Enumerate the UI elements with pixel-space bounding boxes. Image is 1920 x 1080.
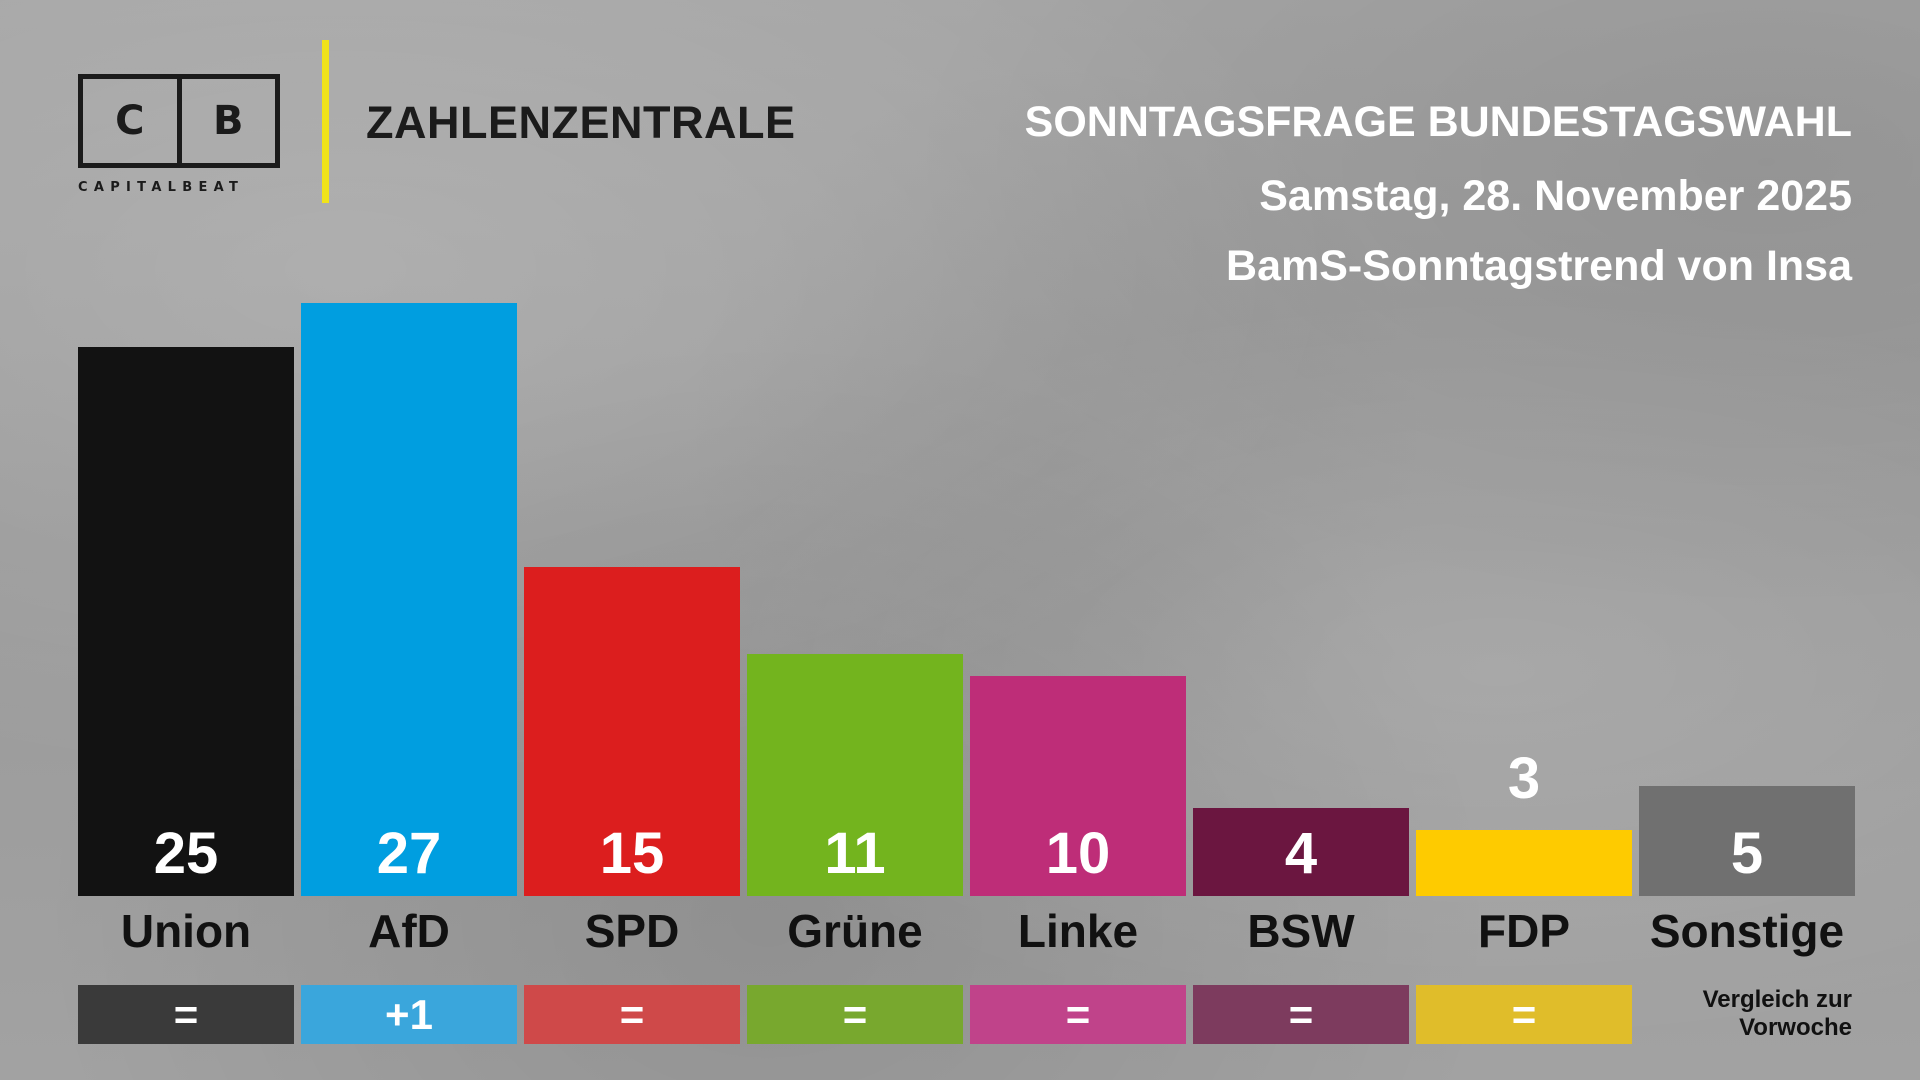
bar-value-label: 27 [376,821,442,886]
capitalbeat-logo: C B CAPITALBEAT [78,74,280,195]
compare-note-line1: Vergleich zur [1702,986,1852,1013]
chart-date: Samstag, 28. November 2025 [1259,172,1852,220]
chart-title: SONNTAGSFRAGE BUNDESTAGSWAHL [1024,98,1852,146]
change-indicator: = [524,985,740,1044]
compare-note: Vergleich zur Vorwoche [1703,986,1852,1042]
bar [524,566,740,896]
bar-value-label: 5 [1730,821,1764,886]
change-indicator: = [78,985,294,1044]
bar [1193,808,1409,896]
bar-value-label: 25 [153,821,219,886]
yellow-divider [322,40,329,203]
category-label: Union [120,905,252,957]
change-indicator: = [1193,985,1409,1044]
brand-title: ZAHLENZENTRALE [366,97,796,148]
bar [301,303,517,896]
bar-value-label: 10 [1045,821,1111,886]
category-label: AfD [368,905,450,957]
change-indicator: = [1416,985,1632,1044]
change-indicator: = [970,985,1186,1044]
logo-box: C B [78,74,280,168]
chart-source: BamS-Sonntagstrend von Insa [1226,242,1852,290]
bar-value-label: 3 [1507,746,1541,812]
category-label: SPD [584,905,680,957]
compare-note-line2: Vorwoche [1739,1014,1852,1041]
logo-subtitle: CAPITALBEAT [78,180,245,195]
category-label: Sonstige [1649,905,1845,957]
logo-letter-b: B [176,79,276,163]
change-indicator: +1 [301,985,517,1044]
category-label: Grüne [787,905,923,957]
category-label: FDP [1478,905,1570,957]
change-indicator: = [747,985,963,1044]
bar-value-label: 11 [824,821,886,886]
headline-block: SONNTAGSFRAGE BUNDESTAGSWAHL Samstag, 28… [1025,96,1852,292]
bar-value-label: 4 [1284,821,1318,886]
logo-letter-c: C [115,98,145,144]
bar [1416,830,1632,896]
bar-value-label: 15 [599,821,665,886]
category-label: Linke [1017,905,1139,957]
bar [970,676,1186,896]
category-label: BSW [1247,905,1355,957]
bar [78,346,294,896]
bar [1639,786,1855,896]
bar [747,654,963,896]
